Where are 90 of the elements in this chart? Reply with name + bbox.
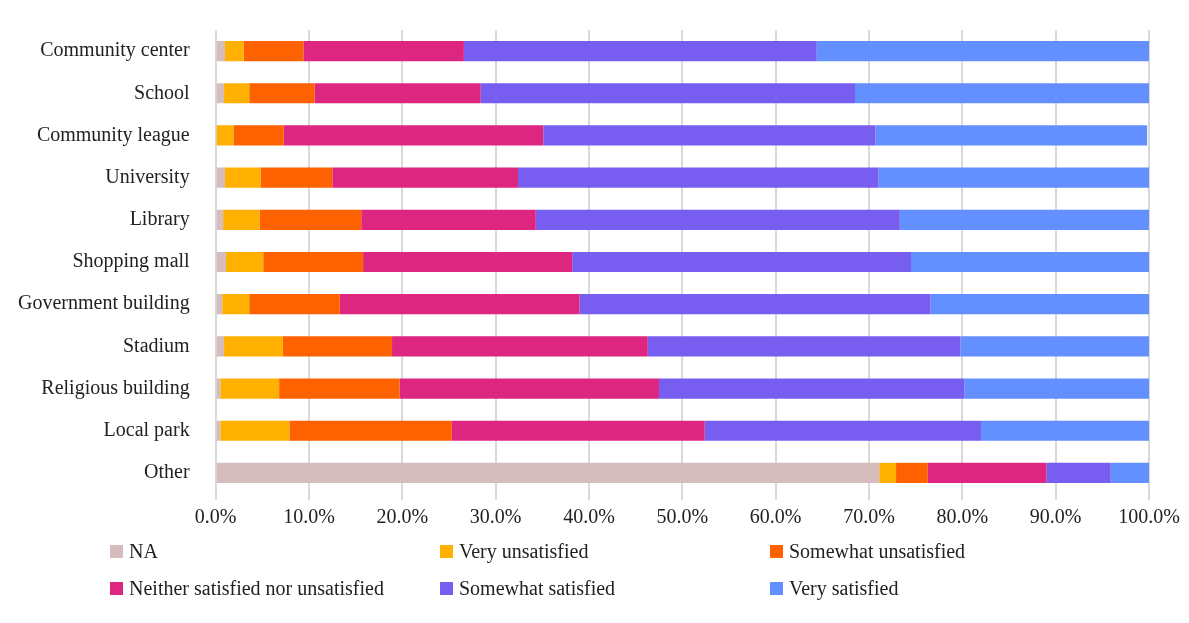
bar	[222, 294, 250, 315]
x-tick-label: 60.0%	[749, 505, 802, 528]
bar	[224, 41, 244, 62]
bar	[879, 462, 897, 483]
y-tick-label: Shopping mall	[72, 249, 191, 273]
bar	[259, 209, 362, 230]
bar	[263, 251, 364, 273]
bar	[964, 378, 1149, 399]
y-tick-label: Community league	[36, 122, 190, 146]
bar	[282, 336, 393, 357]
bar	[960, 336, 1149, 357]
bar	[279, 378, 400, 399]
x-tick-label: 0.0%	[194, 505, 237, 528]
x-tick-label: 80.0%	[936, 505, 989, 528]
y-tick-label: Government building	[18, 291, 190, 315]
bar	[910, 251, 1149, 273]
bar	[339, 294, 580, 315]
bar	[249, 83, 315, 104]
x-tick-label: 30.0%	[469, 505, 522, 528]
bar	[224, 83, 250, 104]
bar	[1046, 462, 1111, 483]
y-tick-label: Community center	[40, 38, 190, 62]
y-tick-label: Local park	[103, 417, 190, 441]
bar	[392, 336, 648, 357]
bar	[233, 125, 284, 146]
bar	[535, 209, 900, 230]
bar	[927, 462, 1047, 483]
legend-label: Somewhat satisfied	[459, 577, 616, 600]
bar	[816, 41, 1149, 62]
bar	[658, 378, 965, 399]
bar	[216, 336, 225, 357]
x-tick-label: 90.0%	[1029, 505, 1082, 528]
x-tick-label: 70.0%	[843, 505, 895, 528]
legend-label: Somewhat unsatisfied	[789, 540, 966, 563]
bar	[451, 420, 705, 441]
bar	[220, 378, 280, 399]
bar	[223, 209, 260, 230]
bar	[243, 41, 304, 62]
bar	[216, 209, 224, 230]
bar	[875, 125, 1148, 146]
bar	[224, 167, 261, 188]
bar	[899, 209, 1149, 230]
bar	[896, 462, 928, 483]
bar	[289, 420, 452, 441]
y-tick-label: School	[134, 80, 191, 103]
bar	[283, 125, 544, 146]
bar	[363, 251, 573, 273]
bar	[463, 41, 817, 62]
bar	[647, 336, 961, 357]
legend-label: Very satisfied	[789, 577, 899, 600]
x-tick-label: 40.0%	[563, 505, 615, 528]
y-tick-label: Library	[129, 207, 190, 231]
bar	[220, 420, 290, 441]
bar	[704, 420, 981, 441]
y-tick-label: Other	[144, 460, 190, 483]
x-tick-label: 10.0%	[283, 505, 335, 528]
bar	[572, 251, 911, 273]
legend-label: NA	[129, 540, 158, 563]
bar	[1110, 462, 1149, 483]
bar	[249, 294, 340, 315]
bar	[216, 462, 880, 483]
y-tick-label: University	[105, 164, 190, 188]
bar	[303, 41, 464, 62]
bar	[216, 41, 225, 62]
bar	[878, 167, 1149, 188]
bar	[332, 167, 519, 188]
bar	[224, 336, 283, 357]
y-tick-label: Stadium	[122, 333, 191, 356]
legend-label: Very unsatisfied	[459, 540, 589, 563]
bar	[260, 167, 333, 188]
y-tick-label: Religious building	[41, 375, 190, 399]
bar	[854, 83, 1149, 104]
x-tick-label: 100.0%	[1118, 505, 1180, 528]
x-tick-label: 50.0%	[656, 505, 709, 528]
bar	[981, 420, 1149, 441]
bar	[216, 83, 225, 104]
bar	[399, 378, 659, 399]
bar	[543, 125, 876, 146]
x-tick-label: 20.0%	[376, 505, 429, 528]
bar	[216, 251, 226, 273]
bar	[518, 167, 879, 188]
bar	[225, 251, 264, 273]
bar	[579, 294, 931, 315]
bar	[314, 83, 481, 104]
bar	[480, 83, 855, 104]
bar	[361, 209, 536, 230]
bar	[930, 294, 1149, 315]
bar	[216, 167, 225, 188]
legend-label: Neither satisfied nor unsatisfied	[129, 577, 384, 600]
bar	[216, 125, 234, 146]
